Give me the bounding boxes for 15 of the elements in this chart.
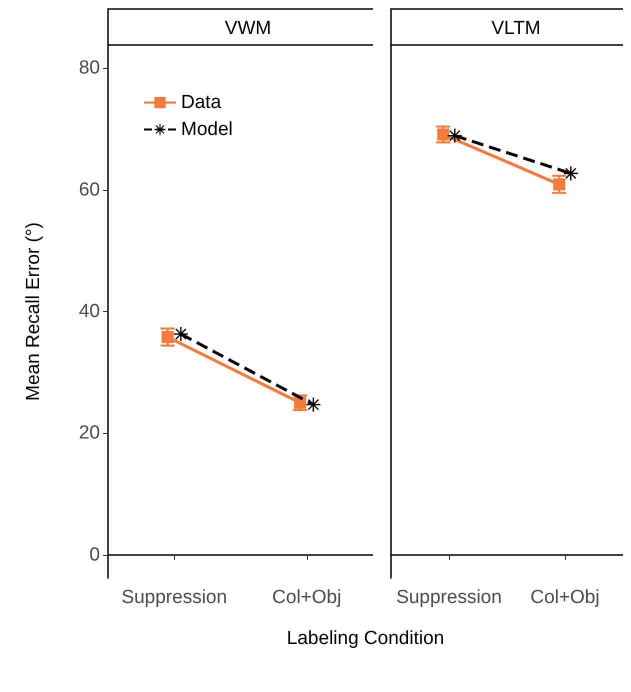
y-axis-title: Mean Recall Error (°)	[23, 222, 44, 401]
y-tick-label: 0	[89, 544, 100, 566]
chart-title: VWM	[224, 18, 272, 39]
y-tick-label: 60	[78, 179, 100, 200]
legend-label: Model	[181, 119, 233, 140]
x-tick-label: Suppression	[396, 587, 502, 608]
x-tick-label: Suppression	[121, 587, 228, 608]
y-tick-label: 80	[78, 58, 100, 79]
legend-label: Data	[181, 92, 222, 113]
y-tick-label: 40	[78, 301, 100, 322]
x-tick-label: Col+Obj	[272, 587, 342, 608]
y-tick-label: 20	[78, 422, 100, 444]
x-tick-label: Col+Obj	[530, 587, 600, 608]
chart-title: VLTM	[491, 18, 541, 39]
x-axis-title: Labeling Condition	[286, 628, 446, 650]
